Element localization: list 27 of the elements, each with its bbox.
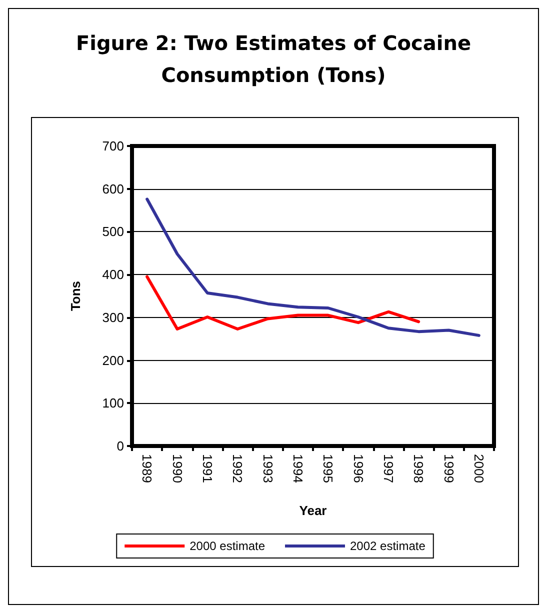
x-tick-label: 1998 — [411, 454, 426, 483]
legend-label: 2000 estimate — [190, 539, 266, 553]
legend-label: 2002 estimate — [350, 539, 426, 553]
y-tick-label: 0 — [116, 438, 124, 454]
x-tick-label: 1989 — [140, 454, 155, 483]
x-tick-label: 1999 — [441, 454, 456, 483]
y-tick-label: 700 — [102, 138, 124, 154]
line-series — [146, 275, 420, 330]
y-tick-label: 600 — [102, 181, 124, 196]
x-tick-label: 1991 — [200, 454, 215, 483]
x-tick-label: 1997 — [380, 454, 396, 483]
x-tick-label: 1993 — [260, 454, 276, 483]
y-tick-label: 300 — [102, 310, 124, 325]
y-axis-title: Tons — [68, 280, 83, 312]
x-tick-label: 1990 — [170, 454, 185, 483]
x-axis-title: Year — [299, 503, 327, 518]
y-tick-label: 100 — [102, 396, 124, 411]
x-tick-label: 2000 — [471, 454, 486, 483]
x-tick-label: 1996 — [350, 454, 366, 483]
chart-title: Figure 2: Two Estimates of Cocaine Consumption (Tons) — [74, 30, 472, 89]
x-tick-label: 1994 — [290, 454, 306, 483]
line-series — [146, 198, 480, 337]
y-tick-label: 500 — [102, 224, 124, 240]
x-tick-label: 1995 — [320, 454, 336, 483]
y-tick-label: 400 — [102, 267, 124, 282]
x-tick-label: 1992 — [230, 454, 246, 483]
y-tick-label: 200 — [102, 352, 124, 368]
